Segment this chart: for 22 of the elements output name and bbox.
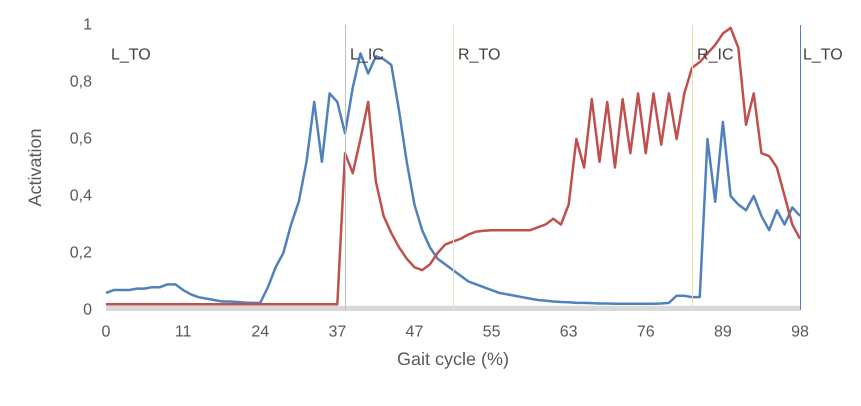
x-tick-label: 0 <box>102 324 111 340</box>
x-tick-label: 11 <box>174 324 192 340</box>
x-tick-label: 47 <box>406 324 424 340</box>
x-tick-label: 63 <box>560 324 578 340</box>
ref-line-label: L_TO <box>803 46 843 64</box>
x-tick-label: 37 <box>328 324 346 340</box>
x-axis-title: Gait cycle (%) <box>396 349 510 369</box>
y-tick-label: 0,2 <box>70 244 92 262</box>
y-axis-title: Activation <box>25 128 45 207</box>
x-tick-label: 76 <box>636 324 655 340</box>
y-tick-label: 0,6 <box>70 130 92 148</box>
y-tick-label: 0,8 <box>70 74 92 90</box>
y-tick-label: 0 <box>83 302 92 318</box>
y-tick-label: 0,4 <box>70 188 92 204</box>
x-tick-label: 89 <box>714 324 732 340</box>
annotation: R_TO <box>458 46 500 64</box>
x-tick-label: 24 <box>251 324 270 340</box>
y-tick-label: 1 <box>83 16 92 34</box>
annotation: L_IC <box>350 46 384 64</box>
x-tick-label: 98 <box>791 324 809 340</box>
annotation: L_TO <box>111 46 151 64</box>
x-tick-label: 55 <box>482 324 501 340</box>
